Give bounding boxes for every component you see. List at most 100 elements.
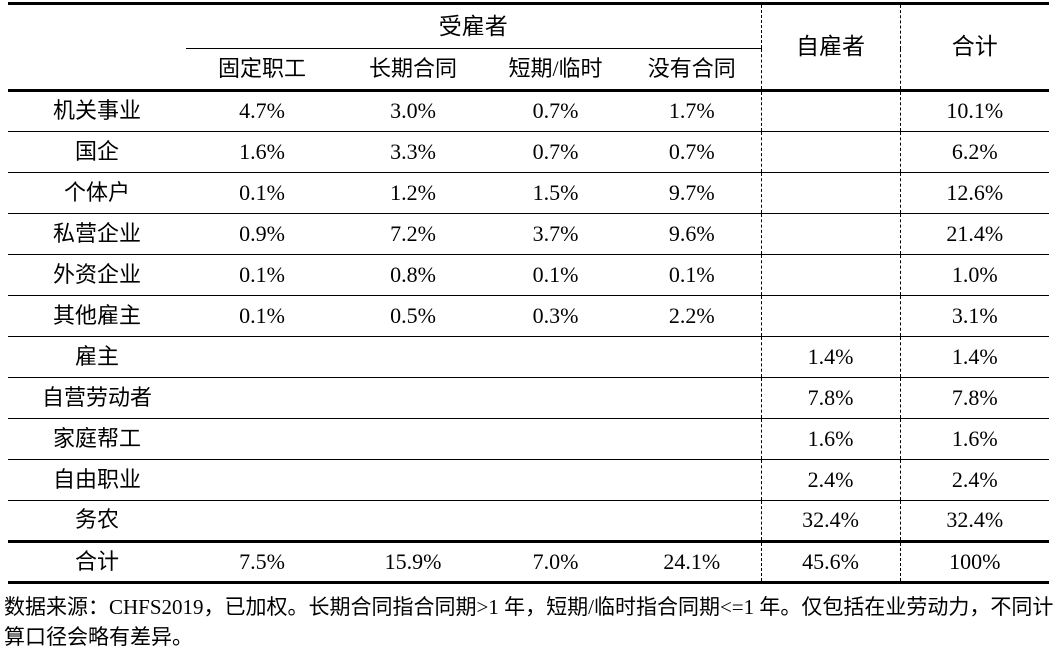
table-row: 私营企业 0.9% 7.2% 3.7% 9.6% 21.4% bbox=[8, 213, 1049, 255]
cell: 3.1% bbox=[899, 295, 1049, 337]
cell bbox=[186, 501, 338, 542]
cell: 100% bbox=[899, 541, 1049, 583]
cell: 0.8% bbox=[390, 261, 436, 287]
table-body: 机关事业 4.7% 3.0% 0.7% 1.7% 10.1% 国企 1.6% 3… bbox=[8, 90, 1049, 583]
row-label: 自营劳动者 bbox=[41, 384, 152, 410]
row-label: 其他雇主 bbox=[52, 302, 141, 328]
cell bbox=[623, 501, 761, 542]
row-label: 个体户 bbox=[63, 179, 130, 205]
table-row: 自营劳动者 7.8% 7.8% bbox=[8, 377, 1049, 419]
cell: 9.6% bbox=[668, 220, 715, 246]
cell: 3.7% bbox=[532, 220, 579, 246]
cell: 0.7% bbox=[532, 138, 579, 164]
header-self-employed: 自雇者 bbox=[760, 3, 900, 92]
cell bbox=[488, 501, 623, 542]
total-row: 合计 7.5% 15.9% 7.0% 24.1% 45.6% 100% bbox=[8, 541, 1049, 583]
row-label: 家庭帮工 bbox=[52, 425, 141, 451]
cell: 0.1% bbox=[532, 261, 579, 287]
col-header-fixed-worker: 固定职工 bbox=[186, 48, 338, 92]
cell bbox=[623, 337, 761, 378]
cell: 7.0% bbox=[532, 548, 579, 574]
cell bbox=[623, 419, 761, 460]
row-label: 国企 bbox=[74, 138, 119, 164]
cell: 45.6% bbox=[760, 541, 900, 583]
cell: 0.7% bbox=[668, 138, 715, 164]
cell bbox=[186, 419, 338, 460]
table-row: 自由职业 2.4% 2.4% bbox=[8, 459, 1049, 501]
cell bbox=[760, 90, 900, 132]
table-row: 雇主 1.4% 1.4% bbox=[8, 336, 1049, 378]
cell bbox=[338, 337, 488, 378]
cell: 0.3% bbox=[532, 302, 579, 328]
cell: 0.7% bbox=[532, 98, 579, 124]
cell bbox=[488, 337, 623, 378]
cell: 12.6% bbox=[899, 172, 1049, 214]
col-header-no-contract: 没有合同 bbox=[623, 48, 761, 92]
table-row: 家庭帮工 1.6% 1.6% bbox=[8, 418, 1049, 460]
cell: 0.1% bbox=[239, 179, 285, 205]
cell: 1.6% bbox=[760, 418, 900, 460]
cell bbox=[623, 460, 761, 501]
cell: 21.4% bbox=[899, 213, 1049, 255]
cell: 1.0% bbox=[899, 254, 1049, 296]
cell bbox=[760, 172, 900, 214]
cell: 15.9% bbox=[384, 548, 442, 574]
cell: 1.6% bbox=[239, 138, 285, 164]
cell: 7.8% bbox=[899, 377, 1049, 419]
cell: 24.1% bbox=[663, 548, 721, 574]
cell: 0.1% bbox=[239, 261, 285, 287]
cell bbox=[338, 419, 488, 460]
corner-cell bbox=[8, 3, 186, 92]
table-row: 外资企业 0.1% 0.8% 0.1% 0.1% 1.0% bbox=[8, 254, 1049, 296]
row-label: 机关事业 bbox=[52, 98, 141, 124]
cell: 1.2% bbox=[390, 179, 436, 205]
cell bbox=[488, 460, 623, 501]
cell: 2.2% bbox=[668, 302, 715, 328]
table-row: 国企 1.6% 3.3% 0.7% 0.7% 6.2% bbox=[8, 131, 1049, 173]
header-total: 合计 bbox=[899, 3, 1049, 92]
table-footnote: 数据来源：CHFS2019，已加权。长期合同指合同期>1 年，短期/临时指合同期… bbox=[4, 595, 1054, 649]
cell: 1.4% bbox=[760, 336, 900, 378]
cell: 9.7% bbox=[668, 179, 715, 205]
cell: 0.1% bbox=[668, 261, 715, 287]
cell bbox=[186, 378, 338, 419]
header-sub-row: 固定职工 长期合同 短期/临时 没有合同 bbox=[8, 48, 1049, 92]
cell bbox=[760, 295, 900, 337]
table-row: 务农 32.4% 32.4% bbox=[8, 500, 1049, 542]
cell: 1.5% bbox=[532, 179, 579, 205]
cell: 1.6% bbox=[899, 418, 1049, 460]
cell bbox=[338, 501, 488, 542]
cell bbox=[186, 460, 338, 501]
row-label: 雇主 bbox=[74, 343, 119, 369]
row-label: 务农 bbox=[74, 507, 119, 533]
col-header-longterm-contract: 长期合同 bbox=[338, 48, 488, 92]
cell: 7.5% bbox=[239, 548, 285, 574]
row-label: 私营企业 bbox=[52, 220, 141, 246]
cell: 2.4% bbox=[760, 459, 900, 501]
cell bbox=[488, 419, 623, 460]
cell bbox=[760, 213, 900, 255]
cell: 3.0% bbox=[390, 98, 436, 124]
table-row: 其他雇主 0.1% 0.5% 0.3% 2.2% 3.1% bbox=[8, 295, 1049, 337]
table-row: 个体户 0.1% 1.2% 1.5% 9.7% 12.6% bbox=[8, 172, 1049, 214]
cell bbox=[623, 378, 761, 419]
row-label: 自由职业 bbox=[52, 466, 141, 492]
cell bbox=[186, 337, 338, 378]
cell: 32.4% bbox=[760, 500, 900, 542]
row-label: 合计 bbox=[74, 548, 119, 574]
cell: 0.1% bbox=[239, 302, 285, 328]
cell: 3.3% bbox=[390, 138, 436, 164]
cell bbox=[488, 378, 623, 419]
employment-type-table: 受雇者 自雇者 合计 固定职工 长期合同 短期/临时 没有合同 机关事业 4.7… bbox=[8, 2, 1049, 584]
cell: 1.4% bbox=[899, 336, 1049, 378]
cell: 6.2% bbox=[899, 131, 1049, 173]
cell: 0.9% bbox=[239, 220, 285, 246]
cell bbox=[338, 460, 488, 501]
cell bbox=[338, 378, 488, 419]
col-header-shortterm-temp: 短期/临时 bbox=[488, 48, 623, 92]
header-group-row: 受雇者 自雇者 合计 bbox=[8, 3, 1049, 92]
table-row: 机关事业 4.7% 3.0% 0.7% 1.7% 10.1% bbox=[8, 90, 1049, 132]
header-employees-group: 受雇者 bbox=[186, 3, 761, 49]
cell: 10.1% bbox=[899, 90, 1049, 132]
cell: 32.4% bbox=[899, 500, 1049, 542]
